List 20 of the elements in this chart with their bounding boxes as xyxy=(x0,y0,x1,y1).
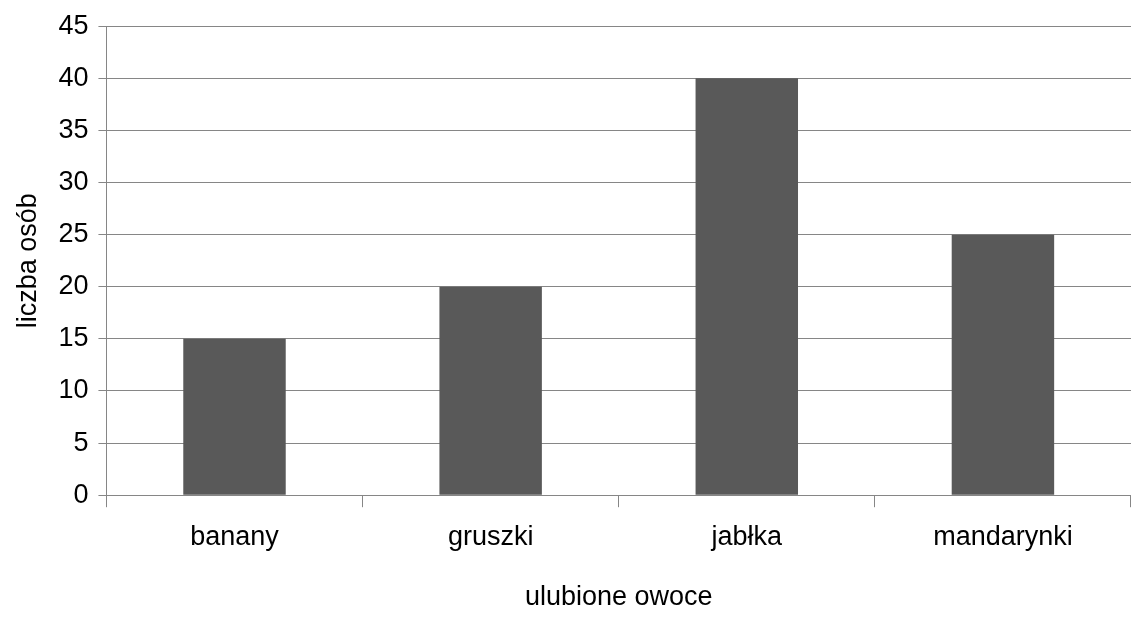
y-tick-label: 15 xyxy=(58,322,89,353)
y-tick-label: 0 xyxy=(73,478,89,509)
y-axis-title: liczba osób xyxy=(11,193,42,329)
bar xyxy=(183,338,286,495)
bar xyxy=(951,234,1055,495)
x-tick-label: mandarynki xyxy=(933,520,1073,551)
y-tick-label: 5 xyxy=(73,426,89,457)
y-tick-label: 35 xyxy=(58,113,89,144)
y-tick-label: 30 xyxy=(58,165,89,196)
x-tick-label: gruszki xyxy=(447,520,534,551)
y-tick-label: 25 xyxy=(58,218,89,249)
x-tick-label: banany xyxy=(190,520,280,551)
y-tick-label: 40 xyxy=(58,61,89,92)
bar xyxy=(695,78,799,495)
bar xyxy=(439,286,542,495)
x-axis-title: ulubione owoce xyxy=(524,581,713,612)
y-tick-label: 10 xyxy=(58,374,89,405)
y-tick-label: 45 xyxy=(58,9,89,40)
x-tick-label: jabłka xyxy=(710,520,784,551)
y-tick-label: 20 xyxy=(58,270,89,301)
